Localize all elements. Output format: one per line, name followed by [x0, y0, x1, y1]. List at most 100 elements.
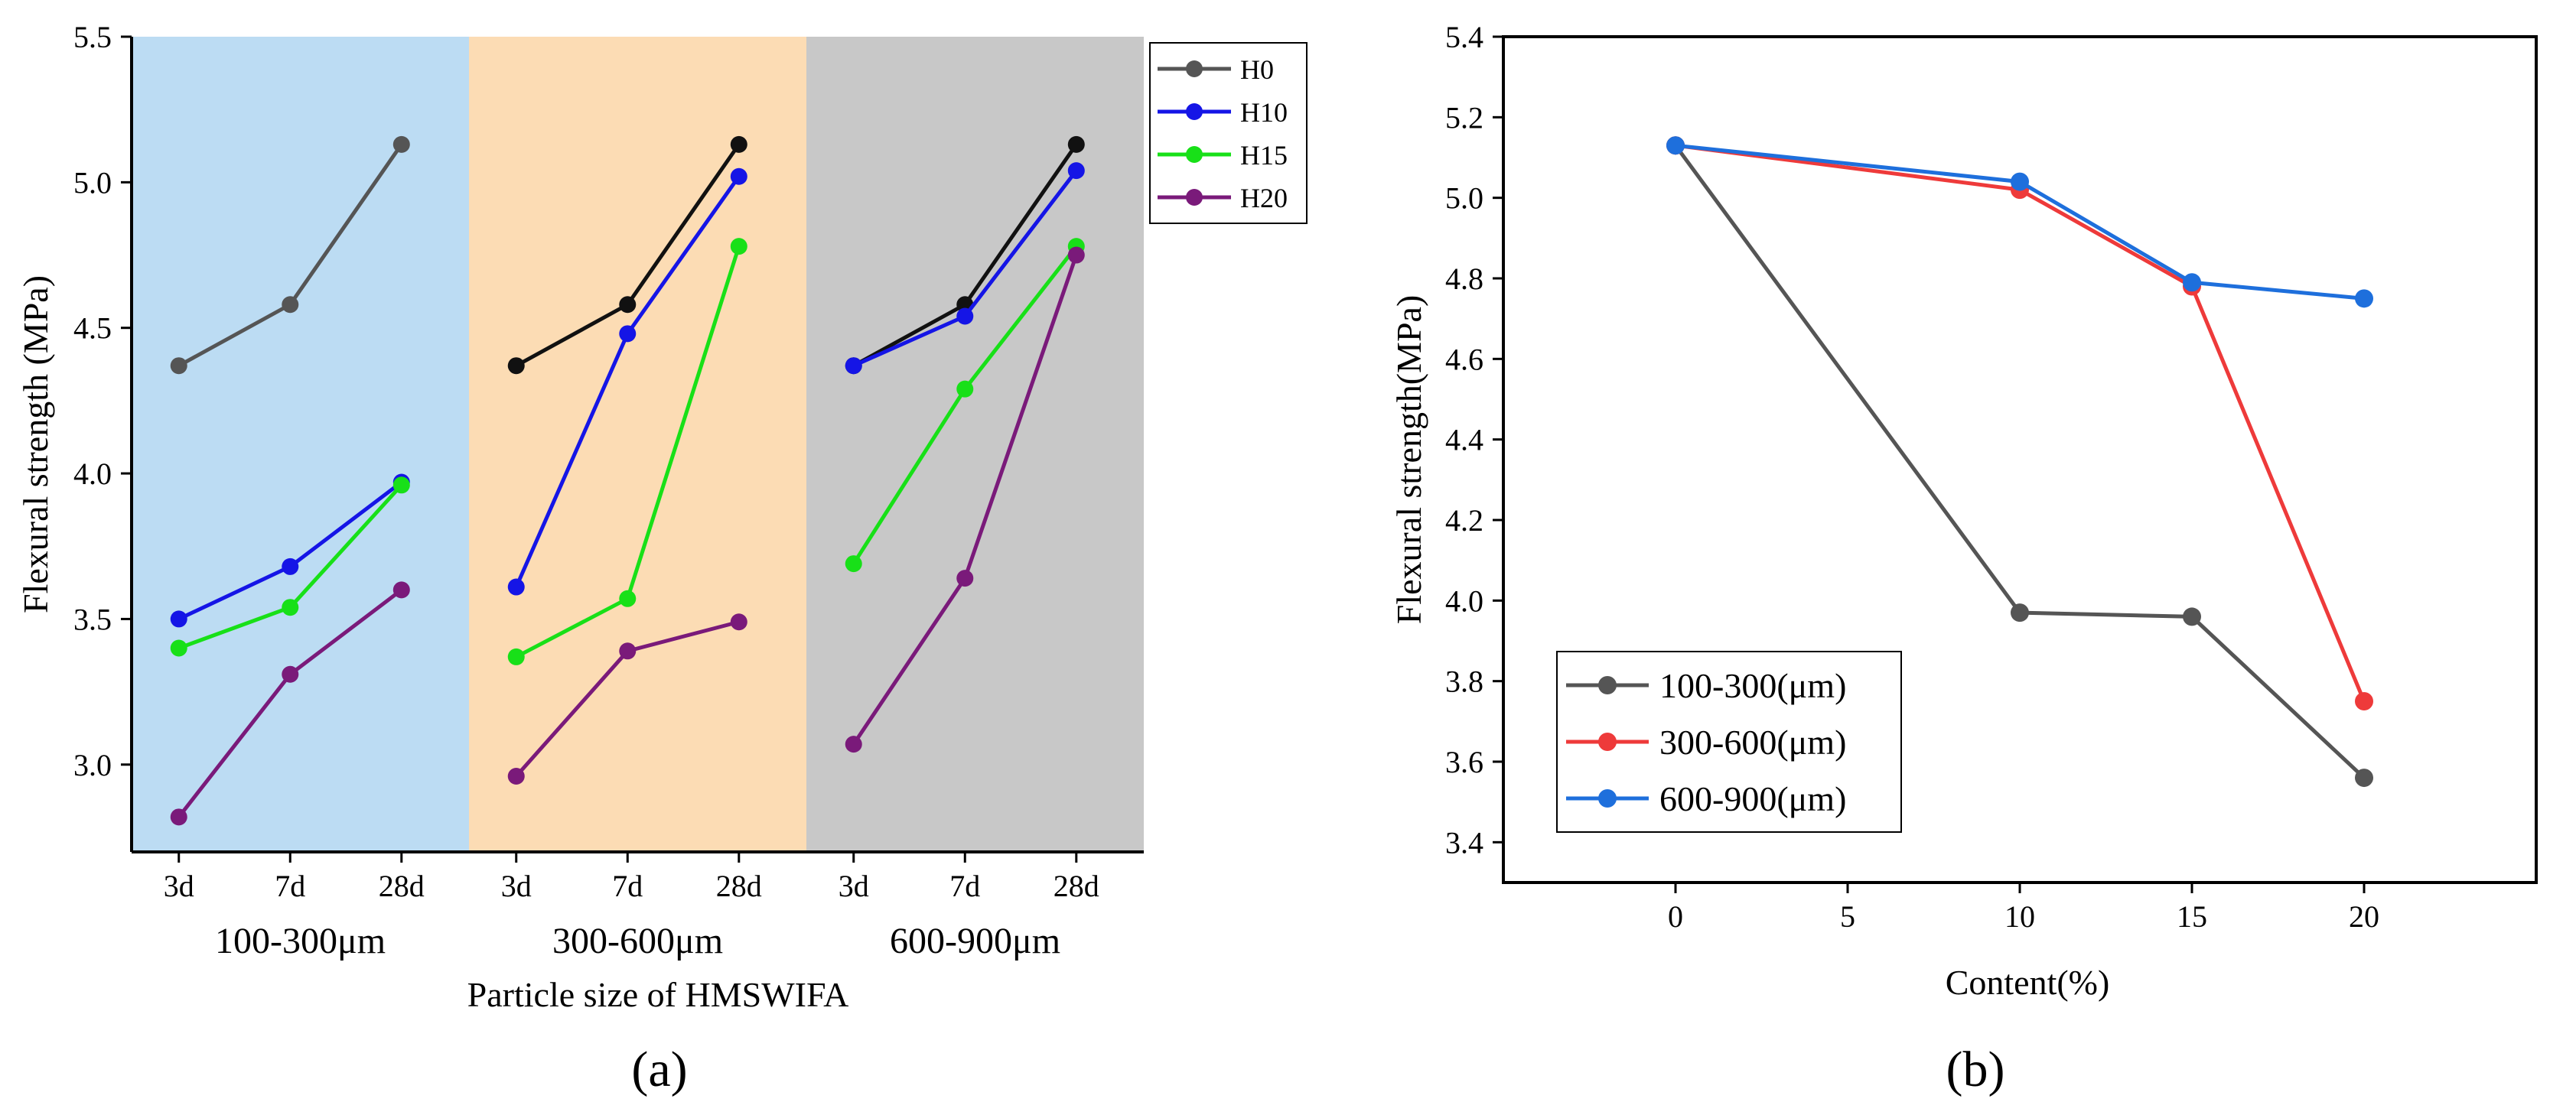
- x-tick-label: 28d: [716, 869, 762, 903]
- y-tick-label: 5.5: [73, 20, 112, 54]
- panel-b-y-axis-title: Flexural strength(MPa): [1389, 295, 1428, 625]
- data-point-h15: [507, 648, 525, 665]
- legend-label-600-900-m: 600-900(μm): [1659, 779, 1846, 818]
- y-tick-label: 3.6: [1445, 745, 1483, 779]
- y-tick-label: 4.2: [1445, 503, 1483, 538]
- data-point-600-900-m: [2183, 273, 2201, 292]
- data-point-h0: [1067, 135, 1085, 153]
- panel-b-x-axis-title: Content(%): [1946, 963, 2110, 1002]
- legend-marker-h15: [1186, 146, 1203, 163]
- data-point-h0: [392, 135, 410, 153]
- group-background-600-900-m: [806, 37, 1144, 852]
- data-point-h20: [956, 570, 974, 587]
- data-point-h20: [282, 665, 299, 683]
- data-point-h0: [507, 357, 525, 375]
- x-tick-label: 3d: [164, 869, 194, 903]
- x-tick-label: 28d: [379, 869, 425, 903]
- x-tick-label: 15: [2177, 899, 2207, 934]
- legend-marker-h20: [1186, 189, 1203, 206]
- x-tick-label: 3d: [839, 869, 869, 903]
- data-point-600-900-m: [1666, 136, 1685, 155]
- y-tick-label: 3.4: [1445, 825, 1483, 860]
- panel-a-chart: 3.0 3.5 4.0 4.5 5.0 5.5 3d 7d 28d 100-300μm 3d 7d 28…: [16, 20, 1308, 1097]
- x-tick-label: 10: [2004, 899, 2035, 934]
- legend-marker-100-300-m: [1598, 676, 1617, 694]
- series-line-100-300-m: [1673, 144, 2366, 779]
- data-point-h10: [845, 357, 862, 375]
- data-point-h10: [956, 307, 974, 325]
- x-tick-label: 7d: [612, 869, 643, 903]
- panel-a-label: (a): [631, 1042, 687, 1097]
- data-point-h20: [619, 642, 637, 660]
- data-point-h20: [507, 768, 525, 785]
- data-point-h20: [845, 736, 862, 753]
- data-point-h15: [956, 380, 974, 398]
- data-point-h10: [170, 610, 187, 628]
- y-tick-label: 4.0: [73, 457, 112, 491]
- y-tick-label: 5.4: [1445, 20, 1483, 54]
- y-tick-label: 4.5: [73, 311, 112, 346]
- legend-marker-600-900-m: [1598, 789, 1617, 808]
- y-tick-label: 5.0: [73, 165, 112, 200]
- legend-label-h10: H10: [1240, 97, 1288, 128]
- panel-b-chart: 3.4 3.6 3.8 4.0 4.2 4.4 4.6 4.8 5.0 5.2 5.4 0 5 10 15 2…: [1389, 20, 2538, 1097]
- data-point-h0: [619, 296, 637, 314]
- data-point-h10: [730, 167, 747, 185]
- x-tick-label: 0: [1668, 899, 1683, 934]
- panel-b-series-lines: [1666, 136, 2373, 788]
- legend-label-h0: H0: [1240, 54, 1274, 85]
- group-label-300-600-m: 300-600μm: [552, 921, 723, 961]
- data-point-h15: [392, 476, 410, 494]
- data-point-h20: [392, 581, 410, 599]
- panel-b-legend: 100-300(μm) 300-600(μm) 600-900(μm): [1556, 651, 1902, 833]
- legend-marker-h0: [1186, 60, 1203, 77]
- panel-a-series-lines: [170, 135, 1085, 826]
- data-point-h15: [619, 590, 637, 607]
- series-line-600-900-m: [1675, 143, 2365, 301]
- x-tick-label: 20: [2349, 899, 2379, 934]
- data-point-h15: [845, 555, 862, 573]
- legend-label-h15: H15: [1240, 140, 1288, 171]
- panel-a-legend: H0 H10 H15 H20: [1149, 42, 1308, 224]
- data-point-100-300-m: [2183, 607, 2201, 626]
- data-point-600-900-m: [2355, 289, 2373, 308]
- data-point-600-900-m: [2011, 172, 2029, 191]
- group-background-100-300-m: [132, 37, 469, 852]
- data-point-h10: [619, 325, 637, 343]
- panel-a-axes: 3.0 3.5 4.0 4.5 5.0 5.5 3d 7d 28d 100-300μm 3d 7d 28…: [73, 20, 1144, 961]
- y-tick-label: 5.2: [1445, 100, 1483, 135]
- legend-marker-h10: [1186, 103, 1203, 120]
- x-tick-label: 7d: [949, 869, 980, 903]
- panel-b-label: (b): [1946, 1042, 2005, 1097]
- y-tick-label: 4.6: [1445, 342, 1483, 376]
- data-point-100-300-m: [2355, 769, 2373, 788]
- data-point-h20: [1067, 246, 1085, 264]
- data-point-h15: [170, 639, 187, 657]
- y-tick-label: 4.4: [1445, 423, 1483, 457]
- data-point-h0: [282, 296, 299, 314]
- x-tick-label: 3d: [501, 869, 532, 903]
- data-point-h15: [282, 599, 299, 616]
- x-tick-label: 28d: [1054, 869, 1099, 903]
- data-point-h0: [170, 357, 187, 375]
- data-point-100-300-m: [2011, 603, 2029, 623]
- y-tick-label: 3.8: [1445, 665, 1483, 699]
- y-tick-label: 4.0: [1445, 584, 1483, 618]
- group-label-600-900-m: 600-900μm: [890, 921, 1060, 961]
- legend-marker-300-600-m: [1598, 733, 1617, 751]
- series-line-300-600-m: [1675, 143, 2366, 702]
- data-point-h20: [170, 808, 187, 826]
- legend-label-h20: H20: [1240, 183, 1288, 213]
- x-tick-label: 5: [1840, 899, 1855, 934]
- group-label-100-300-m: 100-300μm: [215, 921, 386, 961]
- data-point-h20: [730, 613, 747, 631]
- data-point-300-600-m: [2355, 692, 2373, 710]
- y-tick-label: 3.5: [73, 602, 112, 636]
- legend-label-100-300-m: 100-300(μm): [1659, 666, 1846, 705]
- x-tick-label: 7d: [275, 869, 305, 903]
- panel-a-group-backgrounds: [132, 37, 1144, 852]
- data-point-h0: [730, 135, 747, 153]
- panel-a-x-axis-title: Particle size of HMSWIFA: [467, 975, 849, 1014]
- y-tick-label: 5.0: [1445, 181, 1483, 216]
